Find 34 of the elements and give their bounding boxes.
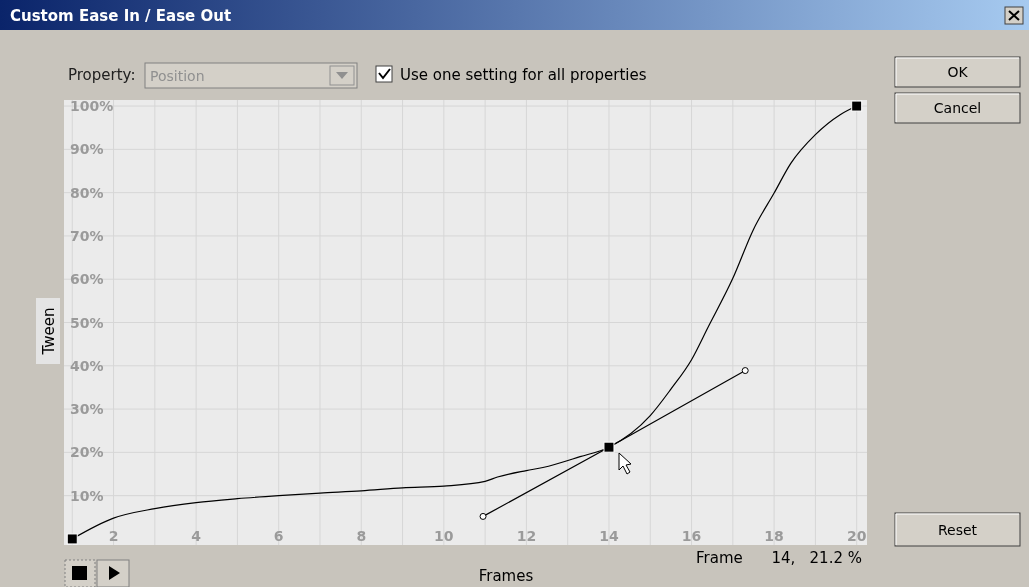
x-tick-label: 14 <box>599 528 619 544</box>
text: Reset <box>937 521 978 538</box>
y-tick-label: 80% <box>70 184 104 201</box>
point <box>741 367 749 375</box>
point <box>66 533 78 545</box>
y-tick-label: 90% <box>70 141 104 158</box>
y-tick-label: 30% <box>70 401 104 418</box>
point <box>479 512 487 520</box>
y-tick-label: 100% <box>70 98 114 115</box>
y-tick-label: 20% <box>70 444 104 461</box>
y-tick-label: 10% <box>70 487 104 504</box>
text: Position <box>150 68 205 84</box>
x-tick-label: 2 <box>108 528 119 544</box>
x-tick-label: 16 <box>681 528 702 544</box>
chart-title: Custom Ease In / Ease Out <box>10 7 232 25</box>
text: Use one setting for all properties <box>400 66 647 84</box>
x-axis-title: Frames <box>478 567 534 585</box>
x-tick-label: 4 <box>191 528 202 544</box>
text: Property: <box>68 66 136 84</box>
text: OK <box>947 64 969 80</box>
x-tick-label: 10 <box>434 528 454 544</box>
y-tick-label: 40% <box>70 357 104 374</box>
text: Frame 14, 21.2 % <box>696 549 862 567</box>
x-tick-label: 8 <box>356 528 367 544</box>
y-tick-label: 70% <box>70 227 104 244</box>
y-tick-label: 50% <box>70 314 104 331</box>
point <box>851 100 863 112</box>
y-axis-title: Tween <box>40 307 58 356</box>
x-tick-label: 6 <box>273 528 284 544</box>
x-tick-label: 20 <box>846 528 867 544</box>
y-tick-label: 60% <box>70 271 104 288</box>
x-tick-label: 18 <box>764 528 784 544</box>
text: Cancel <box>933 100 982 116</box>
x-tick-label: 12 <box>516 528 537 544</box>
